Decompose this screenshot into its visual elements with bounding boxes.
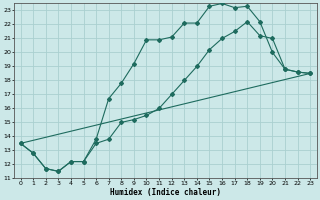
X-axis label: Humidex (Indice chaleur): Humidex (Indice chaleur) bbox=[110, 188, 221, 197]
